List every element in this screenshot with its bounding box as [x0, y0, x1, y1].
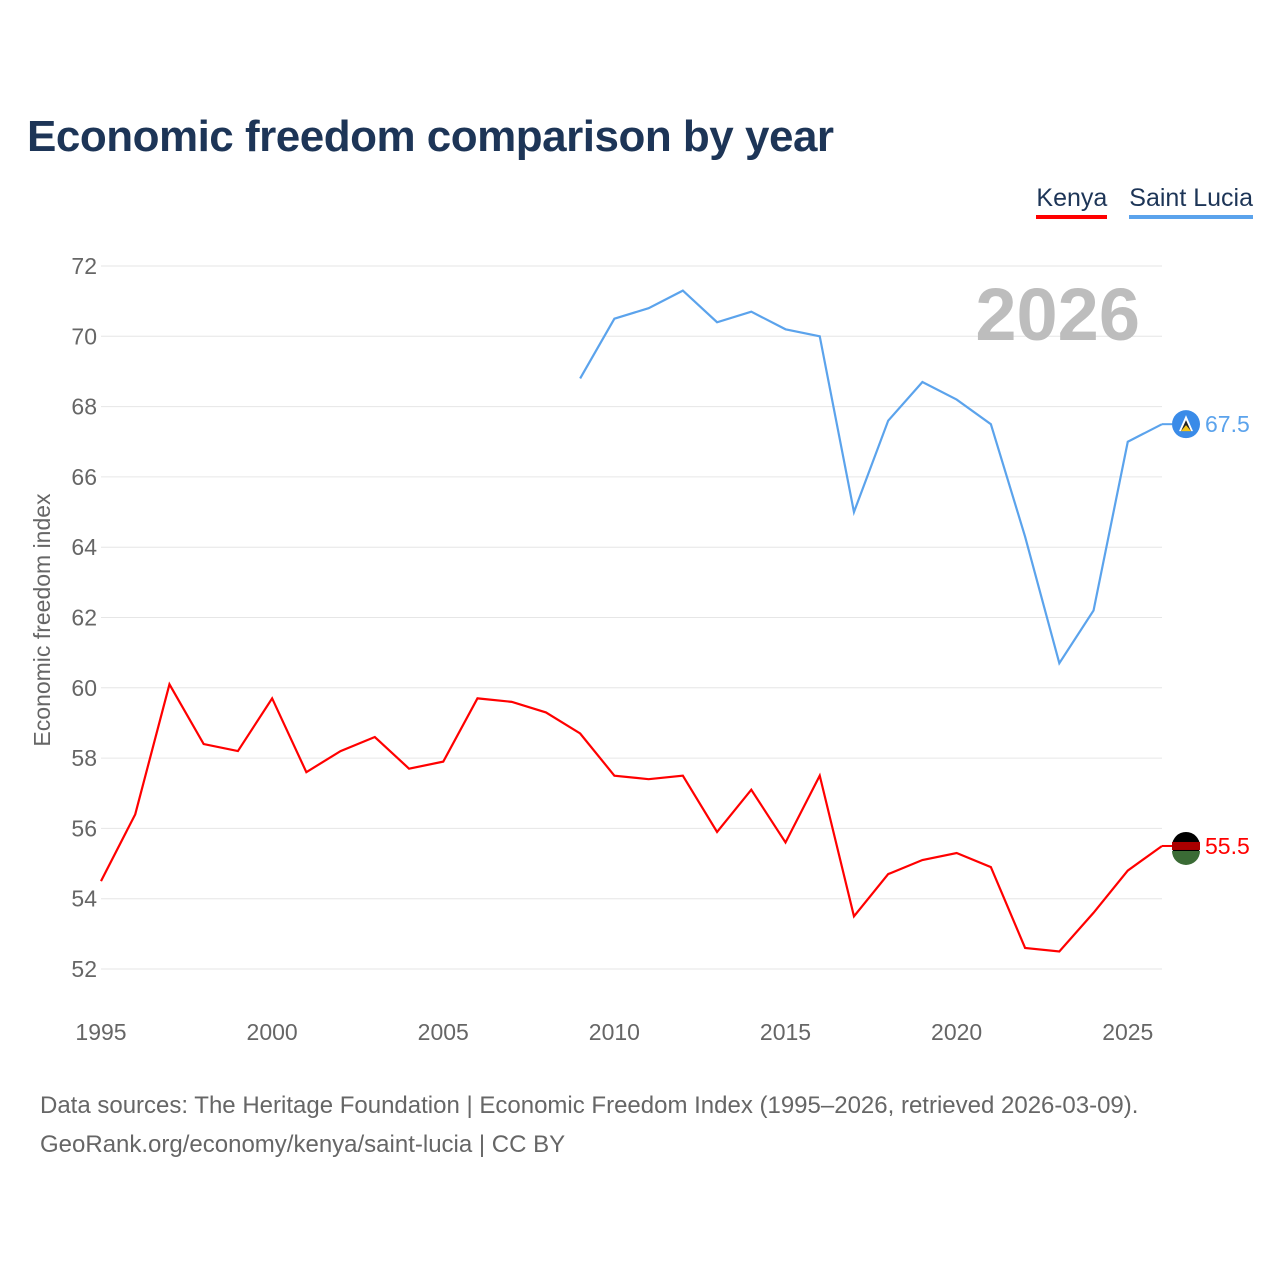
year-watermark: 2026: [975, 273, 1140, 356]
x-tick-label: 2015: [760, 1019, 811, 1045]
x-tick-label: 1995: [75, 1019, 126, 1045]
kenya-flag-green: [1172, 850, 1200, 865]
source-link[interactable]: GeoRank.org/economy/kenya/saint-lucia | …: [40, 1131, 566, 1158]
y-tick-label: 70: [71, 323, 97, 349]
source-text: Data sources: The Heritage Foundation | …: [40, 1092, 1139, 1119]
saint-lucia-flag-gold: [1181, 425, 1191, 432]
x-tick-label: 2020: [931, 1019, 982, 1045]
y-tick-label: 68: [71, 394, 97, 420]
y-tick-label: 72: [71, 253, 97, 279]
y-tick-label: 64: [71, 534, 97, 560]
y-tick-label: 52: [71, 956, 97, 982]
x-tick-label: 2025: [1102, 1019, 1153, 1045]
y-tick-label: 62: [71, 605, 97, 631]
x-tick-label: 2005: [418, 1019, 469, 1045]
kenya-flag-stripe: [1172, 841, 1200, 850]
y-tick-label: 60: [71, 675, 97, 701]
y-tick-label: 66: [71, 464, 97, 490]
y-tick-label: 56: [71, 815, 97, 841]
footer: Data sources: The Heritage Foundation | …: [40, 1086, 1138, 1164]
y-tick-label: 54: [71, 886, 97, 912]
legend-kenya[interactable]: Kenya: [1036, 184, 1108, 219]
end-value-label: 67.5: [1205, 411, 1250, 437]
legend: Kenya Saint Lucia: [1036, 184, 1253, 219]
x-tick-label: 2000: [247, 1019, 298, 1045]
x-tick-label: 2010: [589, 1019, 640, 1045]
y-tick-label: 58: [71, 745, 97, 771]
legend-saint-lucia[interactable]: Saint Lucia: [1129, 184, 1253, 219]
series-line-saint-lucia: [579, 289, 1163, 666]
chart-title: Economic freedom comparison by year: [27, 112, 834, 161]
end-value-label: 55.5: [1205, 833, 1250, 859]
y-axis-label: Economic freedom index: [29, 493, 55, 747]
series-line-kenya: [100, 681, 1163, 953]
